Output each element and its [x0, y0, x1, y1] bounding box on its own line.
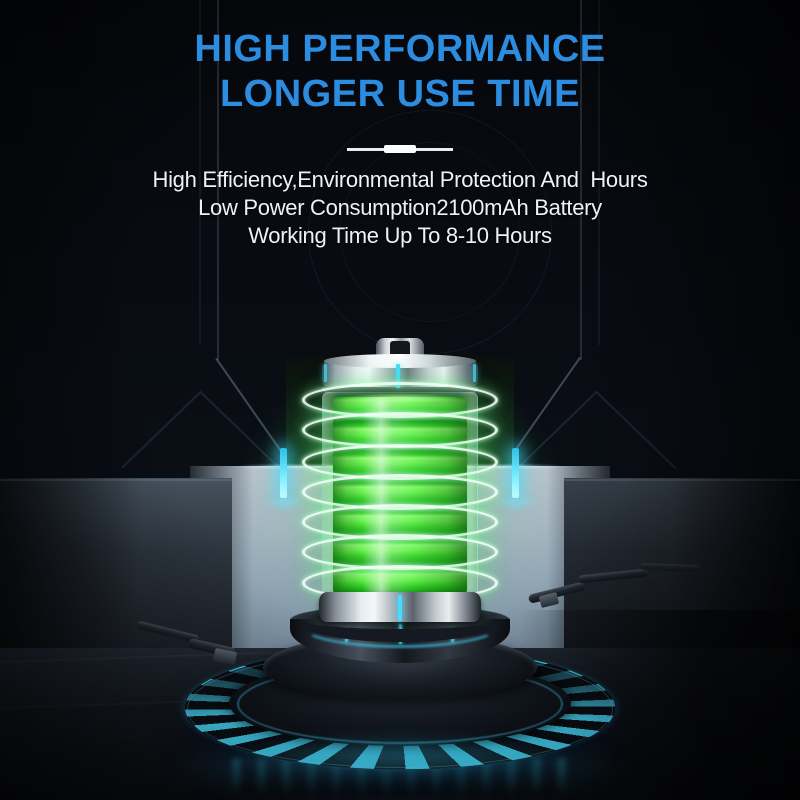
glow-spill-right — [494, 496, 540, 508]
headline-line-1: HIGH PERFORMANCE — [194, 28, 606, 70]
body-line-3: Working Time Up To 8-10 Hours — [248, 223, 552, 248]
wall-chevron-left-b — [121, 390, 202, 469]
cap-cyan-slit-right — [473, 364, 476, 382]
headline-line-2: LONGER USE TIME — [219, 73, 581, 115]
wall-base-line-right — [564, 479, 800, 481]
wall-glow-bar-left — [280, 448, 287, 498]
body-line-2: Low Power Consumption2100mAh Battery — [198, 195, 602, 220]
body-line-1: High Efficiency,Environmental Protection… — [152, 167, 648, 192]
wall-glow-bar-right — [512, 448, 519, 498]
cap-cyan-slit-left — [324, 364, 327, 382]
base-front-glow — [225, 738, 575, 774]
glow-ring-2 — [302, 412, 498, 448]
glow-spill-left — [262, 496, 308, 508]
headline: HIGH PERFORMANCE LONGER USE TIME — [0, 27, 800, 117]
pedestal-front-cyan-arc — [300, 604, 500, 648]
battery-render — [302, 338, 498, 638]
body-text: High Efficiency,Environmental Protection… — [0, 166, 800, 250]
wall-chevron-right-a — [596, 392, 678, 470]
battery-cap-top — [324, 354, 476, 368]
headline-divider-pill — [384, 145, 416, 153]
wall-base-line-left — [0, 479, 232, 481]
